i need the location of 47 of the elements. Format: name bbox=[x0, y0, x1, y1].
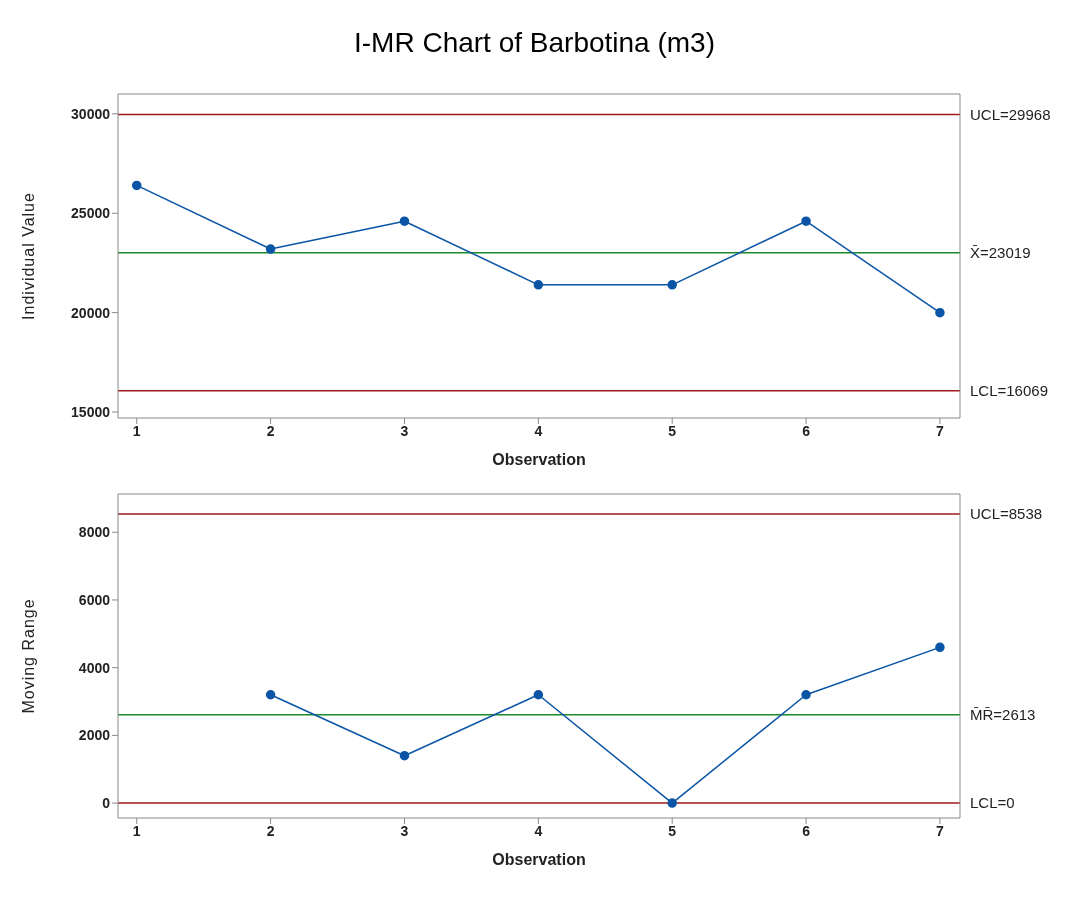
x-tick-label: 5 bbox=[668, 422, 677, 439]
point bbox=[399, 216, 410, 226]
point bbox=[533, 280, 544, 290]
x-axis-title: Observation bbox=[492, 851, 586, 868]
ref-line-label: UCL=29968 bbox=[970, 105, 1051, 123]
x-tick-label: 3 bbox=[400, 822, 409, 839]
point bbox=[131, 180, 142, 191]
ref-line-label: X̄=23019 bbox=[970, 243, 1031, 261]
point bbox=[935, 307, 945, 318]
y-tick-label: 15000 bbox=[71, 404, 111, 421]
point bbox=[533, 690, 544, 700]
point bbox=[935, 642, 945, 653]
x-tick-label: 4 bbox=[534, 422, 543, 439]
ref-line-label: LCL=0 bbox=[970, 794, 1015, 812]
y-tick-label: 2000 bbox=[78, 727, 111, 744]
chart-title: I-MR Chart of Barbotina (m3) bbox=[353, 26, 716, 60]
y-tick-label: 6000 bbox=[78, 591, 111, 608]
x-tick-label: 1 bbox=[132, 822, 141, 839]
y-axis-title: Individual Value bbox=[19, 192, 37, 320]
x-tick-label: 4 bbox=[534, 822, 543, 839]
y-tick-label: 4000 bbox=[78, 659, 111, 676]
x-tick-label: 6 bbox=[802, 822, 811, 839]
x-tick-label: 6 bbox=[802, 422, 811, 439]
point bbox=[801, 216, 811, 226]
point bbox=[265, 244, 276, 254]
y-axis-title: Moving Range bbox=[19, 598, 37, 714]
point bbox=[399, 750, 410, 761]
x-tick-label: 7 bbox=[936, 422, 945, 439]
ref-line-label: M̄R̄=2613 bbox=[970, 705, 1036, 723]
x-axis-title: Observation bbox=[492, 451, 586, 468]
point bbox=[667, 798, 677, 808]
y-tick-label: 8000 bbox=[78, 524, 111, 541]
y-tick-label: 0 bbox=[102, 795, 111, 812]
y-tick-label: 25000 bbox=[71, 205, 111, 222]
x-tick-label: 7 bbox=[936, 822, 945, 839]
point bbox=[667, 280, 677, 290]
x-tick-label: 3 bbox=[400, 422, 409, 439]
y-tick-label: 30000 bbox=[71, 105, 111, 122]
point bbox=[801, 690, 811, 700]
x-tick-label: 5 bbox=[668, 822, 677, 839]
point bbox=[265, 690, 276, 700]
ref-line-label: LCL=16069 bbox=[970, 381, 1048, 399]
x-tick-label: 2 bbox=[266, 822, 275, 839]
x-tick-label: 2 bbox=[266, 422, 275, 439]
y-tick-label: 20000 bbox=[71, 304, 111, 321]
x-tick-label: 1 bbox=[132, 422, 141, 439]
ref-line-label: UCL=8538 bbox=[970, 505, 1043, 523]
